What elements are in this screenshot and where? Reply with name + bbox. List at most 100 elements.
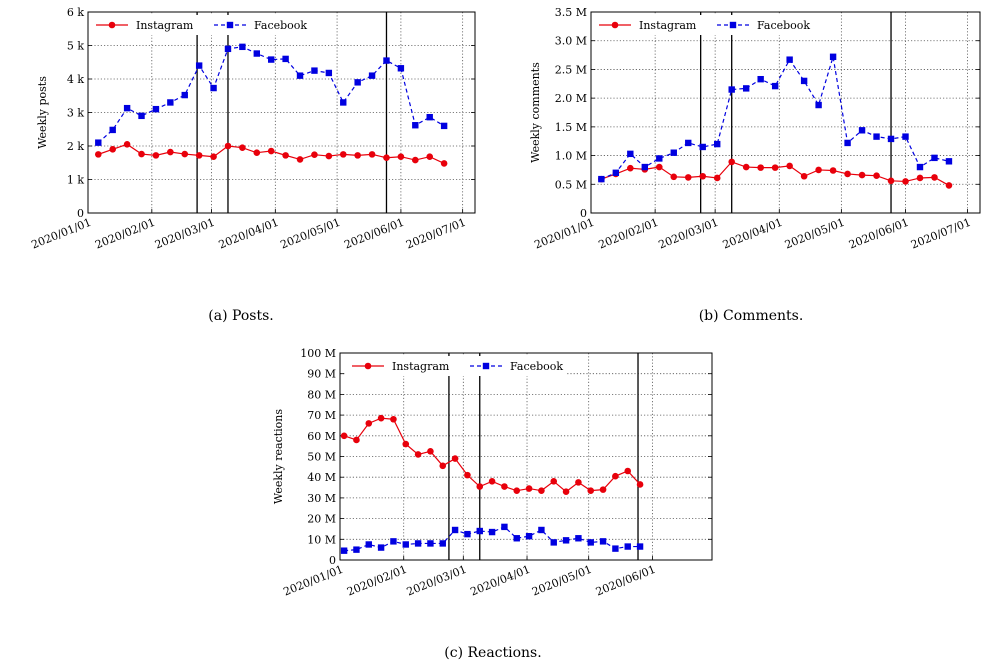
- y-tick-label: 60 M: [307, 430, 336, 443]
- x-tick-label: 2020/04/01: [217, 216, 281, 252]
- legend-label-instagram: Instagram: [392, 360, 450, 373]
- data-point-instagram: [829, 167, 837, 174]
- x-tick-label: 2020/01/01: [29, 216, 93, 252]
- legend-marker-instagram: [611, 21, 619, 29]
- data-point-facebook: [167, 99, 174, 106]
- data-point-instagram: [451, 455, 459, 462]
- data-point-facebook: [786, 56, 793, 63]
- data-point-facebook: [728, 86, 735, 93]
- y-tick-label: 5 k: [67, 40, 84, 53]
- y-tick-label: 10 M: [307, 533, 336, 546]
- data-point-instagram: [439, 462, 447, 470]
- y-tick-label: 1.0 M: [555, 150, 587, 163]
- data-point-facebook: [427, 540, 434, 547]
- data-point-facebook: [354, 79, 361, 86]
- series-line-facebook: [601, 56, 950, 180]
- data-point-instagram: [390, 415, 397, 423]
- data-point-facebook: [815, 101, 822, 109]
- data-point-facebook: [414, 540, 422, 547]
- data-point-facebook: [224, 45, 232, 53]
- data-point-facebook: [627, 150, 634, 158]
- data-point-facebook: [844, 139, 851, 147]
- x-tick-label: 2020/01/01: [532, 216, 596, 252]
- y-tick-label: 2 k: [67, 140, 84, 153]
- data-point-instagram: [612, 472, 619, 480]
- data-point-instagram: [210, 153, 217, 161]
- data-point-instagram: [636, 481, 644, 488]
- data-point-instagram: [538, 487, 545, 494]
- data-point-facebook: [152, 105, 160, 113]
- x-tick-label: 2020/05/01: [279, 216, 343, 252]
- data-point-facebook: [873, 133, 880, 140]
- data-point-instagram: [397, 153, 405, 161]
- data-point-instagram: [383, 154, 390, 162]
- data-point-facebook: [858, 127, 866, 134]
- x-tick-label: 2020/01/01: [281, 563, 345, 599]
- data-point-facebook: [440, 122, 448, 130]
- data-point-instagram: [728, 158, 736, 166]
- data-point-facebook: [575, 535, 582, 542]
- data-point-facebook: [587, 539, 594, 546]
- x-tick-label: 2020/06/01: [342, 216, 406, 252]
- data-point-instagram: [138, 150, 145, 158]
- data-point-instagram: [414, 451, 422, 458]
- data-point-facebook: [268, 56, 275, 63]
- data-point-instagram: [464, 471, 471, 479]
- data-point-instagram: [239, 144, 246, 151]
- data-point-facebook: [377, 544, 385, 551]
- y-axis-label: Weekly reactions: [272, 409, 285, 504]
- data-point-instagram: [501, 483, 508, 490]
- data-point-facebook: [311, 67, 318, 74]
- data-point-facebook: [800, 77, 808, 85]
- data-point-facebook: [829, 53, 837, 60]
- data-point-facebook: [612, 545, 619, 552]
- legend-marker-facebook: [226, 21, 234, 29]
- data-point-instagram: [195, 152, 203, 159]
- data-point-facebook: [488, 528, 496, 536]
- data-point-instagram: [757, 164, 764, 171]
- data-point-facebook: [239, 43, 246, 51]
- y-tick-label: 1 k: [67, 174, 84, 187]
- legend-background: [593, 15, 808, 35]
- y-tick-label: 40 M: [307, 471, 336, 484]
- x-tick-label: 2020/05/01: [783, 216, 847, 252]
- legend-marker-facebook: [482, 362, 490, 370]
- data-point-instagram: [152, 152, 160, 159]
- y-tick-label: 50 M: [307, 451, 336, 464]
- x-tick-label: 2020/04/01: [468, 563, 532, 599]
- y-tick-label: 1.5 M: [555, 121, 587, 134]
- data-point-instagram: [550, 478, 558, 485]
- y-tick-label: 0.5 M: [555, 178, 587, 191]
- data-point-instagram: [525, 485, 533, 492]
- data-point-facebook: [714, 140, 721, 148]
- data-point-facebook: [742, 85, 750, 92]
- y-tick-label: 0: [580, 207, 587, 220]
- data-point-instagram: [476, 483, 484, 490]
- legend: Instagram Facebook: [90, 15, 307, 35]
- data-point-instagram: [771, 164, 779, 171]
- y-tick-label: 3.0 M: [555, 35, 587, 48]
- data-point-instagram: [800, 172, 808, 180]
- data-point-instagram: [340, 432, 348, 440]
- data-point-instagram: [699, 172, 707, 180]
- data-point-facebook: [353, 546, 360, 553]
- data-point-instagram: [339, 151, 347, 158]
- chart-caption: (a) Posts.: [208, 308, 273, 324]
- data-point-instagram: [224, 142, 232, 150]
- y-tick-label: 6 k: [67, 6, 84, 19]
- data-point-facebook: [670, 149, 677, 156]
- chart-caption: (b) Comments.: [699, 308, 804, 324]
- data-point-instagram: [587, 487, 595, 494]
- data-point-facebook: [181, 91, 188, 99]
- data-point-facebook: [887, 135, 895, 143]
- data-point-instagram: [412, 156, 419, 164]
- y-tick-label: 0: [77, 207, 84, 220]
- data-point-instagram: [181, 150, 189, 158]
- data-point-instagram: [599, 486, 607, 493]
- data-point-facebook: [685, 139, 692, 147]
- data-point-facebook: [390, 538, 397, 545]
- data-point-facebook: [916, 163, 924, 171]
- data-point-facebook: [253, 50, 260, 57]
- data-point-instagram: [296, 156, 304, 163]
- data-point-facebook: [641, 163, 648, 171]
